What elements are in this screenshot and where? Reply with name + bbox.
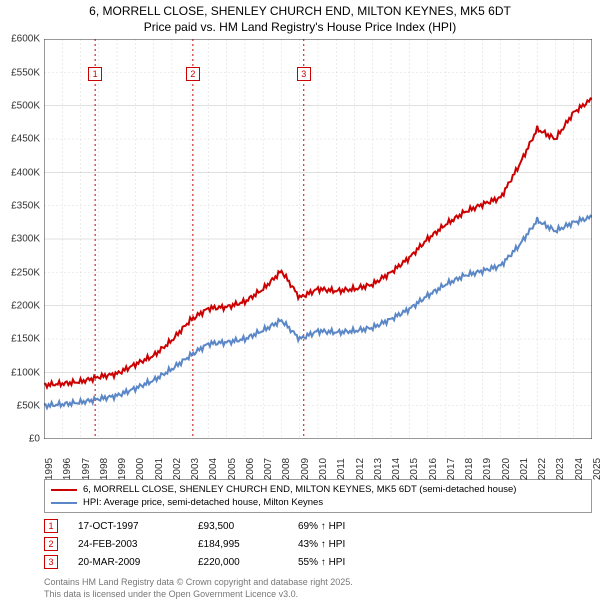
y-tick-label: £50K [17,400,44,411]
x-tick-label: 2001 [154,458,165,480]
chart-marker: 3 [297,67,311,81]
note-price: £93,500 [198,521,278,532]
footer-line2: This data is licensed under the Open Gov… [44,589,592,601]
legend-label: HPI: Average price, semi-detached house,… [83,497,323,508]
chart-marker: 1 [88,67,102,81]
y-tick-label: £300K [11,234,44,245]
x-tick-label: 2003 [190,458,201,480]
note-date: 17-OCT-1997 [78,521,178,532]
y-tick-label: £0 [29,434,44,445]
footer-attribution: Contains HM Land Registry data © Crown c… [44,577,592,600]
y-tick-label: £400K [11,167,44,178]
note-marker: 2 [44,537,58,551]
x-tick-label: 2012 [355,458,366,480]
y-tick-label: £250K [11,267,44,278]
note-delta: 69% ↑ HPI [298,521,345,532]
x-tick-label: 2000 [135,458,146,480]
y-tick-label: £450K [11,134,44,145]
x-tick-label: 2008 [281,458,292,480]
x-tick-label: 2022 [537,458,548,480]
y-tick-label: £200K [11,300,44,311]
x-tick-label: 1995 [44,458,55,480]
chart-title-line1: 6, MORRELL CLOSE, SHENLEY CHURCH END, MI… [0,0,600,20]
note-row: 3 20-MAR-2009 £220,000 55% ↑ HPI [44,553,592,571]
legend-row: 6, MORRELL CLOSE, SHENLEY CHURCH END, MI… [51,483,585,496]
x-tick-label: 2007 [263,458,274,480]
x-tick-label: 1997 [81,458,92,480]
x-tick-label: 2013 [373,458,384,480]
legend-swatch [51,489,77,491]
note-marker: 1 [44,519,58,533]
plot-svg [44,39,592,439]
x-tick-label: 2019 [482,458,493,480]
x-tick-label: 2002 [172,458,183,480]
x-tick-label: 2025 [592,458,600,480]
x-axis-labels: 1995199619971998199920002001200220032004… [44,439,592,475]
note-delta: 55% ↑ HPI [298,557,345,568]
y-tick-label: £500K [11,100,44,111]
y-tick-label: £600K [11,34,44,45]
y-tick-label: £150K [11,334,44,345]
chart-title-line2: Price paid vs. HM Land Registry's House … [0,20,600,40]
y-tick-label: £550K [11,67,44,78]
x-tick-label: 2015 [409,458,420,480]
x-tick-label: 2023 [555,458,566,480]
legend: 6, MORRELL CLOSE, SHENLEY CHURCH END, MI… [44,479,592,513]
note-marker: 3 [44,555,58,569]
legend-swatch [51,502,77,504]
x-tick-label: 2021 [519,458,530,480]
x-tick-label: 2014 [391,458,402,480]
plot-area: £0£50K£100K£150K£200K£250K£300K£350K£400… [44,39,592,439]
x-tick-label: 1998 [99,458,110,480]
x-tick-label: 2024 [574,458,585,480]
note-delta: 43% ↑ HPI [298,539,345,550]
note-date: 24-FEB-2003 [78,539,178,550]
y-tick-label: £100K [11,367,44,378]
x-tick-label: 2009 [300,458,311,480]
x-tick-label: 2010 [318,458,329,480]
price-chart: 6, MORRELL CLOSE, SHENLEY CHURCH END, MI… [0,0,600,601]
note-row: 2 24-FEB-2003 £184,995 43% ↑ HPI [44,535,592,553]
note-price: £184,995 [198,539,278,550]
note-price: £220,000 [198,557,278,568]
x-tick-label: 1996 [62,458,73,480]
footer-line1: Contains HM Land Registry data © Crown c… [44,577,592,589]
x-tick-label: 2018 [464,458,475,480]
legend-label: 6, MORRELL CLOSE, SHENLEY CHURCH END, MI… [83,484,516,495]
x-tick-label: 2011 [336,458,347,480]
x-tick-label: 2005 [227,458,238,480]
marker-notes: 1 17-OCT-1997 £93,500 69% ↑ HPI 2 24-FEB-2003… [44,517,592,571]
x-tick-label: 2004 [208,458,219,480]
x-tick-label: 2006 [245,458,256,480]
legend-row: HPI: Average price, semi-detached house,… [51,496,585,509]
note-date: 20-MAR-2009 [78,557,178,568]
x-tick-label: 2017 [446,458,457,480]
x-tick-label: 1999 [117,458,128,480]
note-row: 1 17-OCT-1997 £93,500 69% ↑ HPI [44,517,592,535]
chart-marker: 2 [186,67,200,81]
x-tick-label: 2016 [428,458,439,480]
y-tick-label: £350K [11,200,44,211]
x-tick-label: 2020 [501,458,512,480]
